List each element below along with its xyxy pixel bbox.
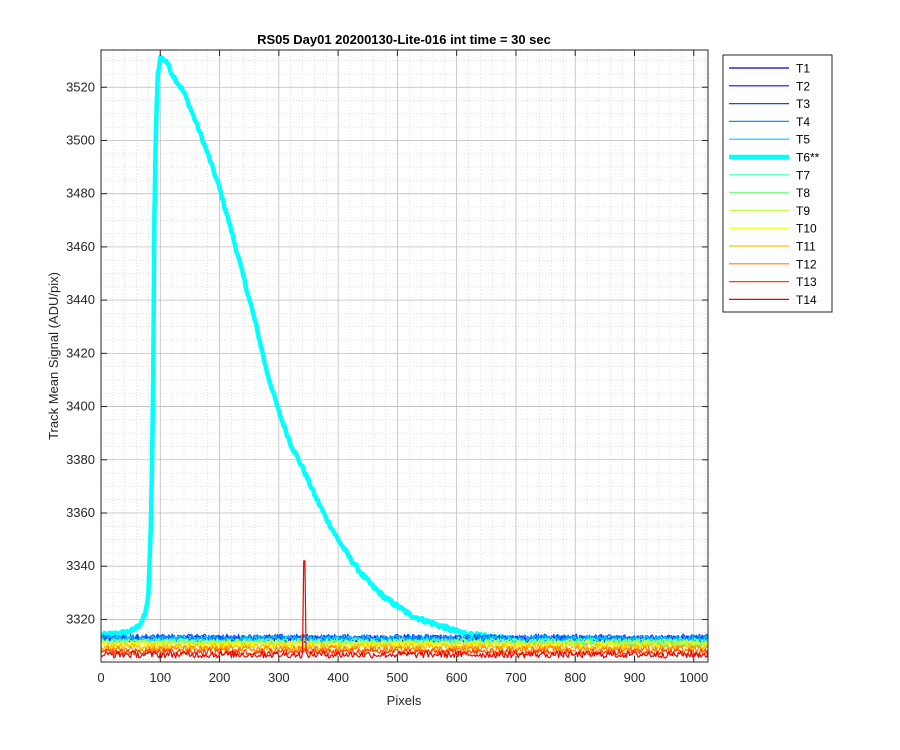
plot-area-border xyxy=(100,49,709,663)
legend-label: T12 xyxy=(796,257,817,271)
y-tick-label: 3520 xyxy=(66,79,95,94)
series-line-t11 xyxy=(101,642,708,651)
legend-entry-t6[interactable]: T6** xyxy=(729,151,820,165)
legend-entry-t3[interactable]: T3 xyxy=(729,97,810,111)
legend-label: T2 xyxy=(796,79,810,93)
plot-area-background xyxy=(101,50,708,662)
legend-entry-t1[interactable]: T1 xyxy=(729,62,810,76)
legend-label: T6** xyxy=(796,151,820,165)
legend-label: T11 xyxy=(796,240,816,254)
legend-entry-t11[interactable]: T11 xyxy=(729,240,816,254)
legend-label: T9 xyxy=(796,204,810,218)
legend-entry-t9[interactable]: T9 xyxy=(729,204,810,218)
legend-label: T5 xyxy=(796,133,810,147)
legend-entry-t10[interactable]: T10 xyxy=(729,222,817,236)
legend[interactable]: T1 T2 T3 T4 T5 T6** T7 T8 T9 T10 T11 T12 T13 T14 xyxy=(722,54,833,313)
x-axis-label: Pixels xyxy=(387,693,422,708)
legend-label: T4 xyxy=(796,115,810,129)
legend-entry-t5[interactable]: T5 xyxy=(729,133,810,147)
y-axis-label: Track Mean Signal (ADU/pix) xyxy=(46,272,61,440)
x-tick-label: 900 xyxy=(624,670,646,685)
series-line-t12 xyxy=(101,645,708,653)
y-tick-label: 3440 xyxy=(66,292,95,307)
x-tick-label: 600 xyxy=(446,670,468,685)
series-line-t10 xyxy=(101,640,708,649)
legend-label: T7 xyxy=(796,168,810,182)
minor-grid xyxy=(101,50,708,662)
x-tick-label: 0 xyxy=(97,670,104,685)
y-tick-label: 3360 xyxy=(66,505,95,520)
legend-entry-t7[interactable]: T7 xyxy=(729,168,810,182)
y-tick-label: 3400 xyxy=(66,399,95,414)
series-layer xyxy=(101,54,708,659)
series-line-t5 xyxy=(101,635,708,644)
legend-label: T8 xyxy=(796,186,810,200)
legend-entry-t13[interactable]: T13 xyxy=(729,275,817,289)
y-tick-label: 3500 xyxy=(66,132,95,147)
legend-label: T3 xyxy=(796,97,810,111)
x-tick-label: 1000 xyxy=(679,670,708,685)
legend-entry-t4[interactable]: T4 xyxy=(729,115,810,129)
legend-entry-t12[interactable]: T12 xyxy=(729,257,817,271)
x-tick-label: 300 xyxy=(268,670,290,685)
legend-label: T13 xyxy=(796,275,817,289)
x-tick-label: 200 xyxy=(209,670,231,685)
chart-title: RS05 Day01 20200130-Lite-016 int time = … xyxy=(257,32,551,47)
y-tick-label: 3460 xyxy=(66,239,95,254)
y-tick-label: 3320 xyxy=(66,611,95,626)
legend-entry-t14[interactable]: T14 xyxy=(729,293,817,307)
legend-entry-t8[interactable]: T8 xyxy=(729,186,810,200)
legend-entry-t2[interactable]: T2 xyxy=(729,79,810,93)
y-tick-label: 3380 xyxy=(66,452,95,467)
x-axis-ticks: 0 100 200 300 400 500 600 700 800 900 1000 xyxy=(97,50,708,685)
y-axis-ticks: 3320 3340 3360 3380 3400 3420 3440 3460 3480 3500… xyxy=(66,79,708,626)
x-tick-label: 500 xyxy=(387,670,409,685)
legend-label: T1 xyxy=(796,62,810,76)
series-line-t14 xyxy=(101,560,708,659)
y-tick-label: 3340 xyxy=(66,558,95,573)
legend-box xyxy=(722,54,833,313)
legend-label: T10 xyxy=(796,222,817,236)
x-tick-label: 400 xyxy=(327,670,349,685)
y-tick-label: 3480 xyxy=(66,186,95,201)
x-tick-label: 800 xyxy=(564,670,586,685)
y-tick-label: 3420 xyxy=(66,345,95,360)
legend-label: T14 xyxy=(796,293,817,307)
x-tick-label: 100 xyxy=(149,670,171,685)
x-tick-label: 700 xyxy=(505,670,527,685)
